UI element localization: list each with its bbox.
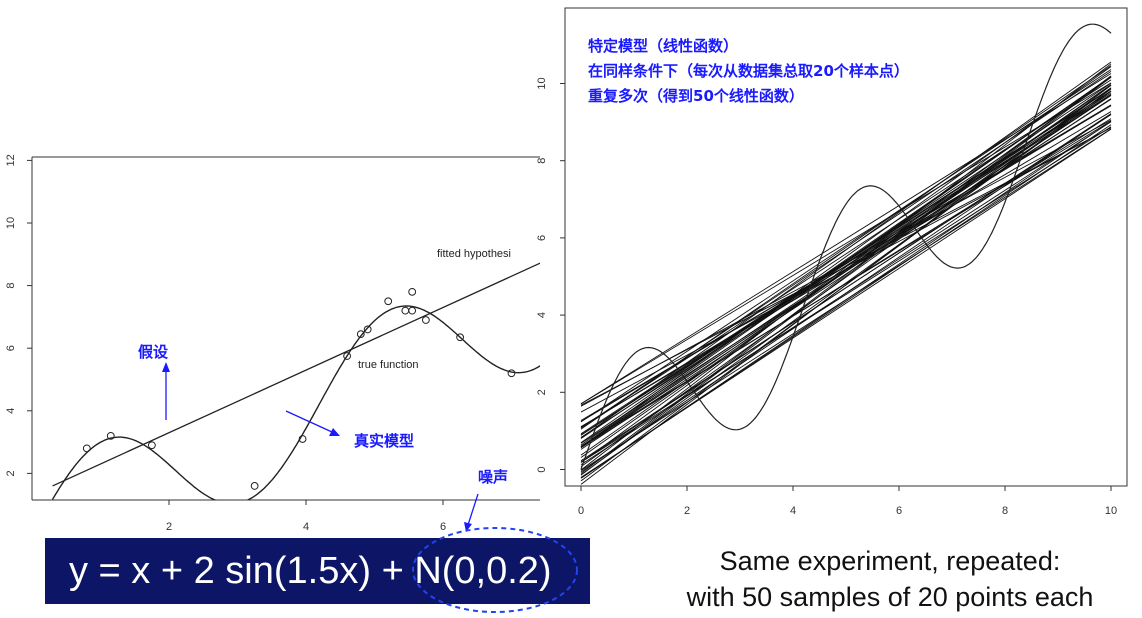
true-model-arrowhead (329, 428, 340, 436)
fitted-hypothesis-line (52, 262, 540, 487)
fitted-line (580, 111, 1112, 428)
sample-point (147, 441, 156, 450)
left-y-tick-label: 12 (5, 154, 17, 166)
true-function-curve (51, 305, 540, 500)
caption-line-1: Same experiment, repeated: (719, 546, 1061, 576)
left-y-tick-label: 6 (5, 345, 17, 351)
fitted-line (580, 128, 1112, 478)
right-y-tick-label: 2 (536, 389, 548, 395)
caption-line-2: with 50 samples of 20 points each (686, 582, 1094, 612)
fitted-line (580, 84, 1112, 485)
right-y-tick-label: 10 (536, 77, 548, 89)
right-x-tick-label: 10 (1105, 505, 1117, 517)
fitted-line (580, 73, 1112, 405)
right-x-tick-label: 4 (790, 505, 796, 517)
noise-ellipse-svg (412, 527, 578, 613)
right-chart: 0 2 4 6 8 10 0 2 4 6 8 10 特定模型（线性函数） 在同样条件下（每次从数据集总… (536, 7, 1128, 517)
true-model-arrow (285, 410, 333, 433)
sample-point (82, 444, 91, 453)
sample-point (106, 431, 115, 440)
left-x-tick-label: 6 (440, 521, 446, 533)
annotation-line-3: 重复多次（得到50个线性函数） (588, 87, 804, 105)
right-y-tick-label: 8 (536, 158, 548, 164)
right-x-tick-label: 0 (578, 505, 584, 517)
fitted-line (580, 104, 1112, 428)
left-x-tick-label: 4 (303, 521, 309, 533)
left-chart: 246824681012 fitted hypothesi true funct… (5, 154, 540, 533)
fitted-line (580, 75, 1112, 474)
right-x-tick-label: 6 (896, 505, 902, 517)
fitted-line (580, 87, 1112, 435)
noise-arrowhead (464, 522, 472, 532)
left-y-tick-label: 4 (5, 408, 17, 414)
right-y-tick-label: 4 (536, 312, 548, 318)
fitted-line (580, 127, 1112, 413)
fitted-line (580, 69, 1112, 423)
annotation-line-1: 特定模型（线性函数） (588, 37, 738, 55)
fitted-line (580, 82, 1112, 405)
fitted-line (580, 92, 1112, 436)
right-y-tick-label: 0 (536, 466, 548, 472)
sample-point (356, 330, 365, 339)
fitted-line (580, 87, 1112, 468)
sample-point (250, 482, 259, 490)
left-y-tick-label: 8 (5, 283, 17, 289)
sample-point (507, 369, 516, 378)
sample-point (363, 325, 372, 334)
left-x-tick-label: 2 (166, 521, 172, 533)
sample-point (456, 333, 465, 342)
fitted-line (580, 76, 1112, 476)
sample-point (384, 297, 393, 306)
true-function-label: true function (358, 359, 419, 371)
right-x-tick-label: 2 (684, 505, 690, 517)
right-x-tick-label: 8 (1002, 505, 1008, 517)
hypothesis-annotation: 假设 (138, 343, 168, 361)
fitted-line (580, 128, 1112, 471)
annotation-line-2: 在同样条件下（每次从数据集总取20个样本点） (588, 62, 909, 80)
sample-point (421, 316, 430, 324)
noise-ellipse (412, 527, 578, 613)
formula-box: y = x + 2 sin(1.5x) + N(0,0.2) (45, 538, 590, 604)
fitted-line (580, 98, 1112, 450)
sample-point (408, 287, 417, 296)
noise-arrow (467, 493, 479, 526)
right-y-tick-label: 6 (536, 235, 548, 241)
true-model-annotation: 真实模型 (354, 432, 414, 450)
noise-annotation: 噪声 (478, 468, 508, 486)
fitted-line (580, 120, 1112, 447)
left-y-tick-label: 10 (5, 217, 17, 229)
fitted-line (580, 66, 1112, 448)
sample-point (298, 435, 307, 443)
fitted-line (580, 61, 1112, 439)
left-y-tick-label: 2 (5, 470, 17, 476)
hypothesis-arrowhead (162, 362, 170, 372)
fitted-line (580, 126, 1112, 463)
right-true-function-curve (580, 23, 1112, 470)
fitted-hypothesis-label: fitted hypothesi (437, 248, 511, 260)
right-frame (564, 7, 1128, 487)
fitted-line (580, 84, 1112, 458)
sample-point (408, 306, 417, 315)
sample-point (343, 352, 352, 360)
